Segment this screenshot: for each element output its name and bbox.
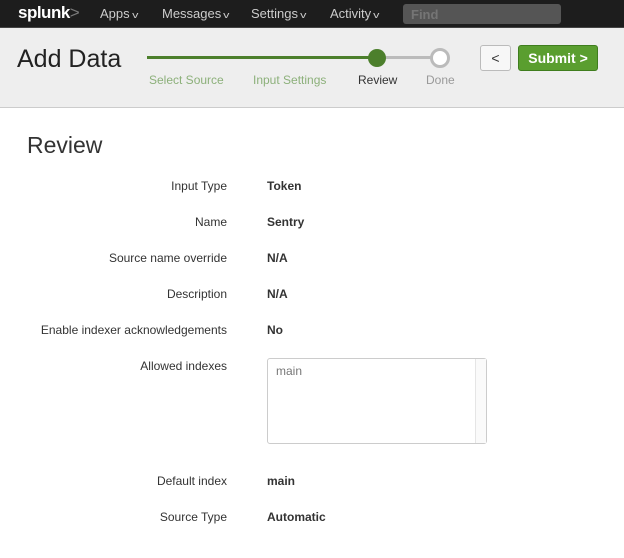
list-item: main — [276, 364, 303, 378]
field-value: main — [267, 474, 296, 488]
nav-activity[interactable]: Activity v — [330, 6, 380, 21]
field-label: Enable indexer acknowledgements — [40, 323, 227, 337]
review-heading: Review — [27, 132, 103, 158]
nav-label: Messages — [162, 6, 222, 21]
nav-settings[interactable]: Settings v — [251, 6, 307, 21]
find-input[interactable] — [403, 4, 561, 24]
progress-remaining — [377, 56, 433, 59]
nav-apps[interactable]: Apps v — [100, 6, 139, 21]
step-review: Review — [358, 73, 398, 87]
field-value: N/A — [267, 251, 288, 265]
page-title: Add Data — [17, 45, 122, 73]
field-value: Token — [267, 179, 302, 193]
field-value: N/A — [267, 287, 288, 301]
field-value: Sentry — [267, 215, 305, 229]
nav-label: Apps — [100, 6, 130, 21]
field-value: Automatic — [267, 510, 326, 524]
step-current-dot — [368, 49, 386, 67]
submit-button[interactable]: Submit > — [518, 45, 598, 71]
step-done: Done — [426, 73, 455, 87]
field-label: Source Type — [159, 510, 227, 524]
nav-label: Settings — [251, 6, 298, 21]
field-label: Default index — [156, 474, 227, 488]
field-value: No — [267, 323, 283, 337]
field-label: Description — [166, 287, 227, 301]
scrollbar[interactable] — [475, 359, 486, 443]
page-header: Add Data Select Source Input Settings Re… — [0, 28, 624, 108]
allowed-indexes-list[interactable]: main — [267, 358, 487, 444]
field-label: Source name override — [108, 251, 227, 265]
chevron-down-icon: v — [223, 10, 230, 20]
field-label: Name — [194, 215, 227, 229]
step-select-source: Select Source — [149, 73, 224, 87]
field-label: Input Type — [171, 179, 227, 193]
back-button[interactable]: < — [480, 45, 511, 71]
top-nav-bar: splunk> Apps v Messages v Settings v Activi… — [0, 0, 624, 28]
step-input-settings: Input Settings — [253, 73, 327, 87]
step-done-dot — [430, 48, 450, 68]
splunk-logo[interactable]: splunk> — [18, 3, 80, 22]
chevron-down-icon: v — [131, 10, 139, 20]
nav-messages[interactable]: Messages v — [162, 6, 230, 21]
chevron-down-icon: v — [373, 10, 380, 20]
nav-label: Activity — [330, 6, 372, 21]
allowed-indexes-label: Allowed indexes — [140, 359, 227, 373]
chevron-down-icon: v — [300, 10, 307, 20]
progress-complete — [147, 56, 377, 59]
